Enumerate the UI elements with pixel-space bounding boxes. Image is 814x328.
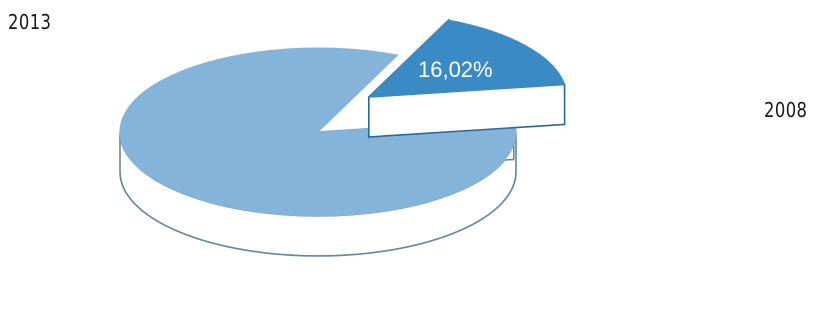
pie-slices: 16,02% — [119, 18, 566, 257]
year-label-2013: 2013 — [8, 10, 52, 34]
slice-value-label: 16,02% — [418, 57, 493, 82]
pie-slice-top — [367, 19, 566, 98]
pie-slice-1 — [119, 47, 517, 257]
pie-slice-2: 16,02% — [367, 18, 566, 139]
year-label-2008: 2008 — [764, 98, 808, 122]
pie-slice-top — [119, 47, 517, 217]
